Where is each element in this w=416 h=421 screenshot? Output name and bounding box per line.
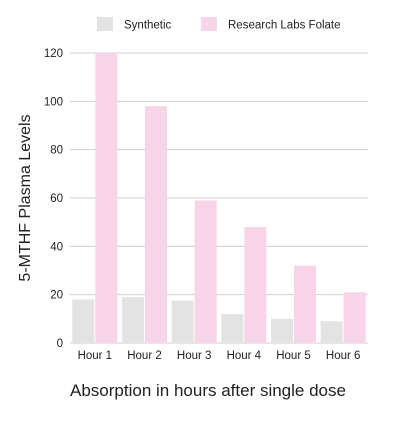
x-tick-label: Hour 1 [78, 350, 113, 362]
legend-item-research-labs-folate: Research Labs Folate [201, 17, 341, 32]
bars [72, 53, 366, 344]
y-axis-label: 5-MTHF Plasma Levels [17, 114, 34, 281]
y-tick-label: 80 [50, 145, 63, 157]
bar-group-hour-1 [72, 53, 118, 343]
y-tick-label: 100 [44, 96, 63, 108]
x-tick-label: Hour 4 [227, 350, 262, 362]
x-axis-label: Absorption in hours after single dose [70, 381, 346, 400]
x-tick-label: Hour 2 [127, 350, 162, 362]
bar-group-hour-5 [271, 265, 316, 343]
bar-research-labs-folate-hour-5 [294, 265, 316, 343]
bar-group-hour-3 [171, 200, 217, 343]
legend-label-research-labs-folate: Research Labs Folate [228, 20, 341, 32]
gridlines [70, 52, 368, 344]
bar-synthetic-hour-6 [320, 321, 343, 343]
bar-research-labs-folate-hour-2 [145, 106, 167, 344]
y-tick-label: 0 [57, 338, 63, 350]
y-tick-label: 20 [50, 290, 63, 302]
x-tick-label: Hour 3 [177, 350, 212, 362]
bar-research-labs-folate-hour-6 [343, 292, 366, 343]
y-tick-label: 40 [50, 241, 63, 253]
bar-synthetic-hour-3 [171, 300, 194, 343]
bar-synthetic-hour-5 [271, 318, 293, 343]
bar-research-labs-folate-hour-3 [194, 200, 217, 343]
x-tick-label: Hour 5 [276, 350, 311, 362]
y-tick-label: 60 [50, 193, 63, 205]
bar-group-hour-6 [320, 292, 366, 343]
bar-synthetic-hour-4 [221, 314, 244, 343]
y-tick-label: 120 [44, 48, 63, 60]
bar-group-hour-2 [122, 106, 167, 344]
bar-synthetic-hour-1 [72, 299, 95, 343]
bar-research-labs-folate-hour-1 [95, 53, 118, 343]
legend-swatch-synthetic [97, 17, 113, 31]
bar-group-hour-4 [221, 227, 267, 343]
legend: Synthetic Research Labs Folate [97, 17, 341, 32]
y-axis-ticks: 0 20 40 60 80 100 120 [44, 48, 63, 350]
bar-research-labs-folate-hour-4 [244, 227, 267, 343]
bar-synthetic-hour-2 [122, 297, 144, 343]
x-tick-label: Hour 6 [326, 350, 361, 362]
x-axis-ticks: Hour 1 Hour 2 Hour 3 Hour 4 Hour 5 Hour 6 [78, 350, 361, 362]
legend-swatch-research-labs-folate [201, 17, 217, 31]
legend-item-synthetic: Synthetic [97, 17, 172, 32]
legend-label-synthetic: Synthetic [124, 20, 172, 32]
